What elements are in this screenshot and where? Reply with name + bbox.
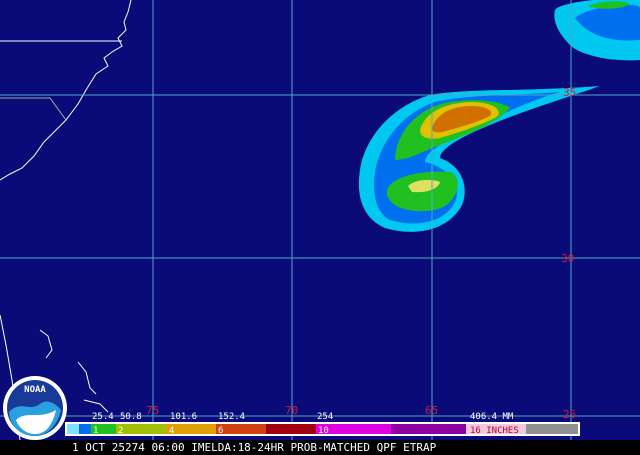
precip-area — [588, 1, 630, 9]
island — [39, 329, 53, 359]
lon-label: 70 — [285, 404, 298, 417]
legend-inch: 16 INCHES — [470, 426, 519, 436]
precip-area — [575, 5, 640, 41]
island — [83, 399, 109, 413]
legend-inch: 4 — [169, 426, 174, 436]
legend-mm: 152.4 — [218, 412, 245, 422]
noaa-logo: NOAA — [3, 376, 67, 440]
legend-inch: 1 — [93, 426, 98, 436]
legend-swatch — [67, 424, 79, 434]
legend-swatch — [391, 424, 466, 434]
ocean — [0, 0, 640, 440]
legend-swatch — [316, 424, 391, 434]
logo-gull — [16, 410, 56, 434]
legend-swatch — [266, 424, 316, 434]
lat-label: 25 — [563, 408, 576, 421]
legend-inch: 2 — [118, 426, 123, 436]
legend-mm: 406.4 MM — [470, 412, 514, 422]
state-border — [0, 97, 67, 121]
legend-swatch — [166, 424, 216, 434]
legend-swatch — [79, 424, 91, 434]
logo-text: NOAA — [24, 385, 46, 395]
legend-mm: 254 — [317, 412, 333, 422]
legend-inch: 10 — [318, 426, 329, 436]
lat-label: 30 — [561, 252, 574, 265]
island — [77, 361, 97, 395]
precip-area — [432, 106, 492, 133]
coastlines — [0, 0, 132, 441]
legend-swatch — [466, 424, 526, 434]
legend-mm: 101.6 — [170, 412, 197, 422]
legend-swatch — [116, 424, 166, 434]
legend-mm: 25.4 — [92, 412, 114, 422]
graticule — [0, 0, 640, 440]
lat-label: 35 — [563, 86, 576, 99]
legend-mm: 50.8 — [120, 412, 142, 422]
legend-inch: 6 — [218, 426, 223, 436]
legend-swatch — [91, 424, 116, 434]
legend-swatch — [526, 424, 578, 434]
legend: 25.4 50.8 101.6 152.4 254 406.4 MM 1 2 4… — [65, 412, 580, 436]
lon-label: 65 — [425, 404, 438, 417]
legend-swatch — [216, 424, 266, 434]
caption: 1 OCT 25274 06:00 IMELDA:18-24HR PROB-MA… — [72, 441, 437, 454]
east-coast — [0, 0, 132, 181]
lon-label: 75 — [146, 404, 159, 417]
